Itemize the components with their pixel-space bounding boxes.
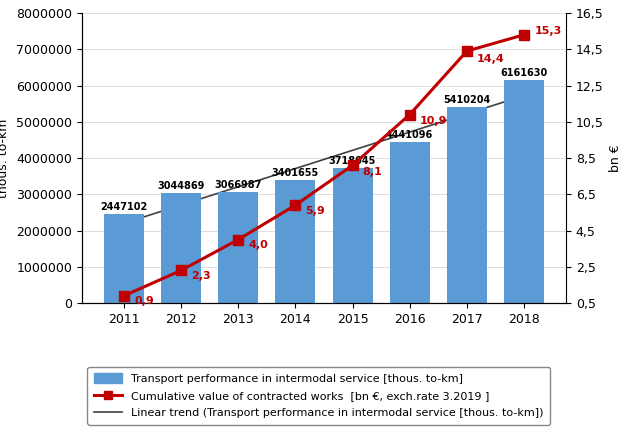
- Y-axis label: bn €: bn €: [610, 144, 622, 172]
- Bar: [504, 80, 544, 303]
- Y-axis label: thous. to-km: thous. to-km: [0, 118, 11, 198]
- Bar: [390, 142, 430, 303]
- Text: 4,0: 4,0: [248, 240, 268, 250]
- Text: 10,9: 10,9: [420, 116, 447, 126]
- Bar: [276, 180, 315, 303]
- Bar: [333, 168, 372, 303]
- Text: 2,3: 2,3: [191, 271, 211, 281]
- Text: 8,1: 8,1: [363, 167, 382, 177]
- Text: 5410204: 5410204: [443, 95, 491, 105]
- Text: 3401655: 3401655: [272, 168, 319, 178]
- Bar: [447, 107, 487, 303]
- Text: 3066987: 3066987: [214, 180, 262, 190]
- Bar: [218, 192, 258, 303]
- Text: 15,3: 15,3: [535, 26, 562, 36]
- Text: 4441096: 4441096: [386, 130, 433, 140]
- Bar: [104, 214, 144, 303]
- Text: 5,9: 5,9: [306, 206, 325, 216]
- Text: 3044869: 3044869: [157, 181, 204, 191]
- Bar: [161, 193, 201, 303]
- Text: 0,9: 0,9: [134, 296, 154, 306]
- Text: 14,4: 14,4: [477, 54, 505, 64]
- Text: 3718045: 3718045: [329, 156, 376, 166]
- Text: 2447102: 2447102: [100, 202, 147, 212]
- Text: 6161630: 6161630: [501, 68, 548, 78]
- Legend: Transport performance in intermodal service [thous. to-km], Cumulative value of : Transport performance in intermodal serv…: [87, 367, 550, 425]
